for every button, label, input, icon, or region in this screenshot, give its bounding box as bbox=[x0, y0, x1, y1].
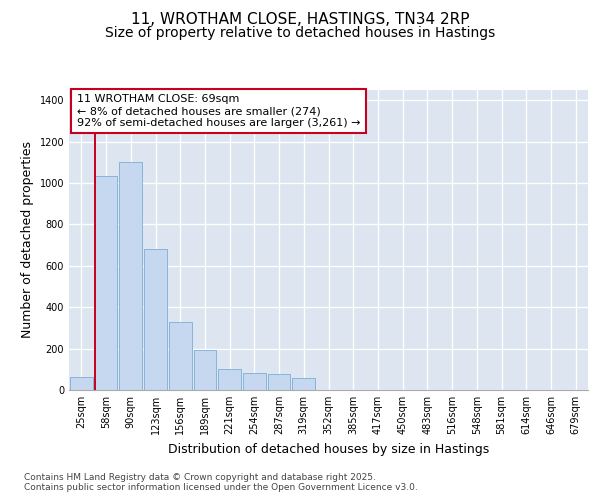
Bar bbox=[119, 162, 142, 390]
Bar bbox=[218, 370, 241, 390]
Bar bbox=[292, 378, 315, 390]
Text: 11, WROTHAM CLOSE, HASTINGS, TN34 2RP: 11, WROTHAM CLOSE, HASTINGS, TN34 2RP bbox=[131, 12, 469, 28]
Bar bbox=[70, 376, 93, 390]
Bar bbox=[243, 374, 266, 390]
Bar bbox=[95, 176, 118, 390]
Bar bbox=[144, 250, 167, 390]
Bar bbox=[268, 374, 290, 390]
Y-axis label: Number of detached properties: Number of detached properties bbox=[21, 142, 34, 338]
Text: Size of property relative to detached houses in Hastings: Size of property relative to detached ho… bbox=[105, 26, 495, 40]
Bar bbox=[194, 350, 216, 390]
Text: 11 WROTHAM CLOSE: 69sqm
← 8% of detached houses are smaller (274)
92% of semi-de: 11 WROTHAM CLOSE: 69sqm ← 8% of detached… bbox=[77, 94, 360, 128]
X-axis label: Distribution of detached houses by size in Hastings: Distribution of detached houses by size … bbox=[168, 442, 489, 456]
Text: Contains HM Land Registry data © Crown copyright and database right 2025.
Contai: Contains HM Land Registry data © Crown c… bbox=[24, 472, 418, 492]
Bar bbox=[169, 322, 191, 390]
